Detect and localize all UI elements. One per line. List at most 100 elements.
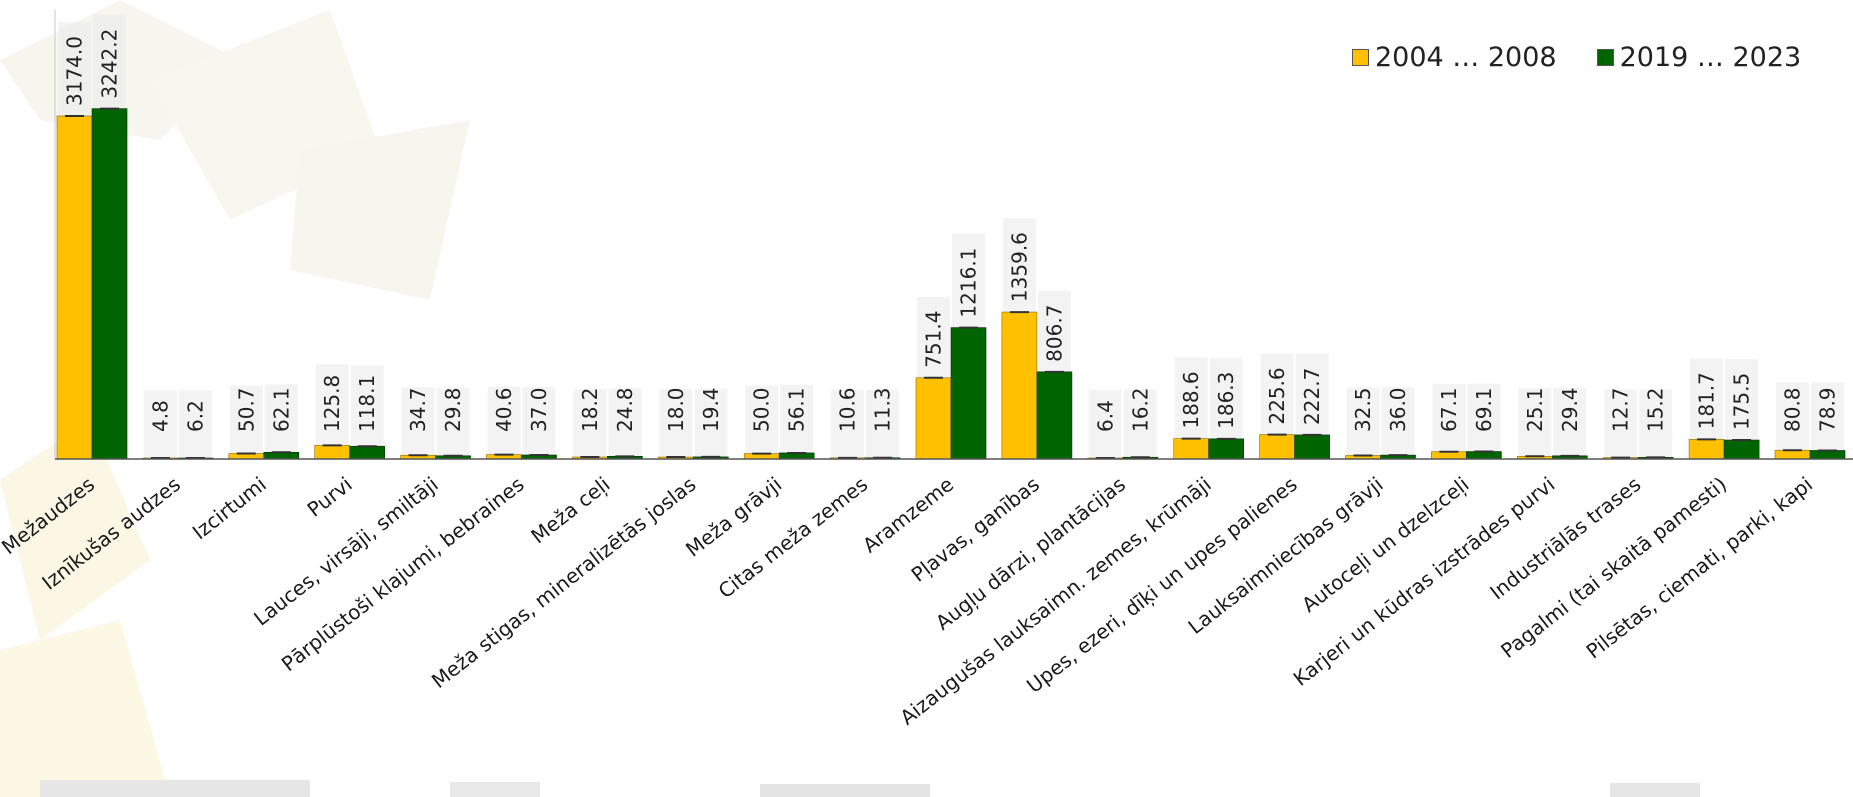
value-label-panel (608, 388, 642, 457)
category-label: Purvi (303, 472, 357, 522)
chart-legend: 2004 … 2008 2019 … 2023 (1352, 42, 1801, 73)
value-label: 125.8 (320, 375, 344, 432)
category-label: Citas meža zemes (714, 472, 872, 603)
value-label-panel (1432, 383, 1466, 452)
value-label: 6.4 (1093, 400, 1117, 432)
value-label-panel (1811, 382, 1844, 451)
value-label: 25.1 (1523, 387, 1547, 432)
value-label-panel (659, 389, 693, 458)
value-label: 50.0 (750, 387, 774, 432)
value-label: 18.2 (578, 387, 602, 432)
value-label: 32.5 (1351, 387, 1375, 432)
bar-2004-2008 (1774, 449, 1811, 460)
legend-swatch-green (1596, 49, 1614, 66)
value-label: 40.6 (492, 387, 516, 432)
value-label-panel (522, 387, 556, 456)
value-label-panel (1209, 357, 1243, 439)
value-label-panel (1690, 358, 1724, 440)
value-label-panel (917, 296, 950, 378)
value-label: 186.3 (1214, 372, 1238, 429)
bar-2019-2023 (1723, 439, 1760, 460)
value-label: 3174.0 (63, 36, 87, 106)
value-label-panel (1346, 387, 1380, 456)
value-label: 36.0 (1386, 387, 1410, 432)
value-label-panel (58, 22, 91, 116)
bar-2019-2023 (263, 451, 300, 460)
value-label-panel (1381, 387, 1415, 456)
value-label-panel (350, 365, 384, 447)
bar-2019-2023 (1466, 451, 1502, 460)
value-label: 37.0 (527, 387, 551, 432)
value-label-panel (952, 233, 985, 328)
value-label-panel (1295, 353, 1329, 435)
value-label: 12.7 (1609, 387, 1633, 432)
legend-swatch-yellow (1352, 49, 1369, 66)
value-label-panel (1174, 357, 1208, 439)
value-label: 24.8 (613, 387, 637, 432)
value-label: 181.7 (1695, 372, 1719, 429)
legend-label-series-2: 2019 … 2023 (1619, 42, 1802, 73)
bar-2004-2008 (915, 377, 952, 460)
value-label-panel (1260, 353, 1294, 435)
legend-label-series-1: 2004 … 2008 (1375, 42, 1557, 73)
value-label-panel (143, 390, 177, 458)
value-label-panel (1467, 383, 1501, 452)
value-label-panel (1604, 389, 1638, 458)
bar-2019-2023 (91, 108, 128, 460)
value-label: 11.3 (871, 387, 895, 432)
bar-2019-2023 (950, 327, 987, 460)
value-label-panel (436, 387, 470, 456)
value-label: 29.4 (1558, 387, 1582, 432)
value-label: 1359.6 (1007, 232, 1031, 302)
value-label: 6.2 (183, 400, 207, 432)
value-label: 19.4 (699, 387, 723, 432)
value-label-panel (229, 385, 263, 454)
value-label-panel (745, 385, 779, 454)
bar-2019-2023 (1294, 434, 1330, 460)
value-label: 751.4 (922, 311, 946, 368)
legend-item-series-1: 2004 … 2008 (1352, 42, 1557, 73)
bar-2019-2023 (1208, 438, 1244, 460)
value-label-panel (780, 384, 814, 453)
bar-2004-2008 (1259, 434, 1295, 460)
bar-group: 125.8 118.1 Purvi (303, 364, 386, 522)
legend-item-series-2: 2019 … 2023 (1596, 42, 1802, 73)
value-label-panel (831, 389, 865, 458)
value-label: 18.0 (664, 387, 688, 432)
bar-2004-2008 (1431, 451, 1467, 460)
value-label: 10.6 (836, 387, 860, 432)
bar-2019-2023 (349, 445, 386, 460)
bar-2019-2023 (1036, 371, 1073, 460)
category-label: Izcirtumi (188, 472, 271, 544)
value-label: 118.1 (355, 375, 379, 432)
value-label: 78.9 (1816, 387, 1840, 432)
value-label-panel (573, 389, 607, 458)
category-label: Industriālās trases (1485, 472, 1645, 604)
value-label-panel (1088, 390, 1122, 458)
value-label: 806.7 (1042, 305, 1066, 362)
value-label: 188.6 (1179, 371, 1203, 428)
bar-2004-2008 (314, 445, 351, 460)
value-label: 1216.1 (957, 248, 981, 318)
value-label-panel (866, 389, 900, 458)
value-label: 34.7 (406, 387, 430, 432)
value-label: 222.7 (1300, 368, 1324, 425)
value-label-panel (1776, 382, 1809, 451)
value-label-panel (1002, 218, 1036, 313)
bar-2004-2008 (1173, 438, 1209, 460)
value-label: 3242.2 (98, 29, 122, 99)
value-label: 4.8 (148, 400, 172, 432)
value-label-panel (1123, 389, 1157, 458)
value-label-panel (1553, 387, 1587, 456)
value-label: 29.8 (441, 387, 465, 432)
value-label-panel (1037, 290, 1071, 372)
value-label: 175.5 (1730, 373, 1754, 430)
category-label: Aizaugušas lauksaimn. zemes, krūmāji (895, 472, 1215, 730)
value-label: 62.1 (269, 387, 293, 432)
bar-2004-2008 (1001, 311, 1038, 460)
value-label-panel (315, 364, 349, 446)
value-label: 69.1 (1472, 387, 1496, 432)
value-label-panel (1639, 389, 1673, 458)
value-label-panel (1725, 359, 1759, 441)
